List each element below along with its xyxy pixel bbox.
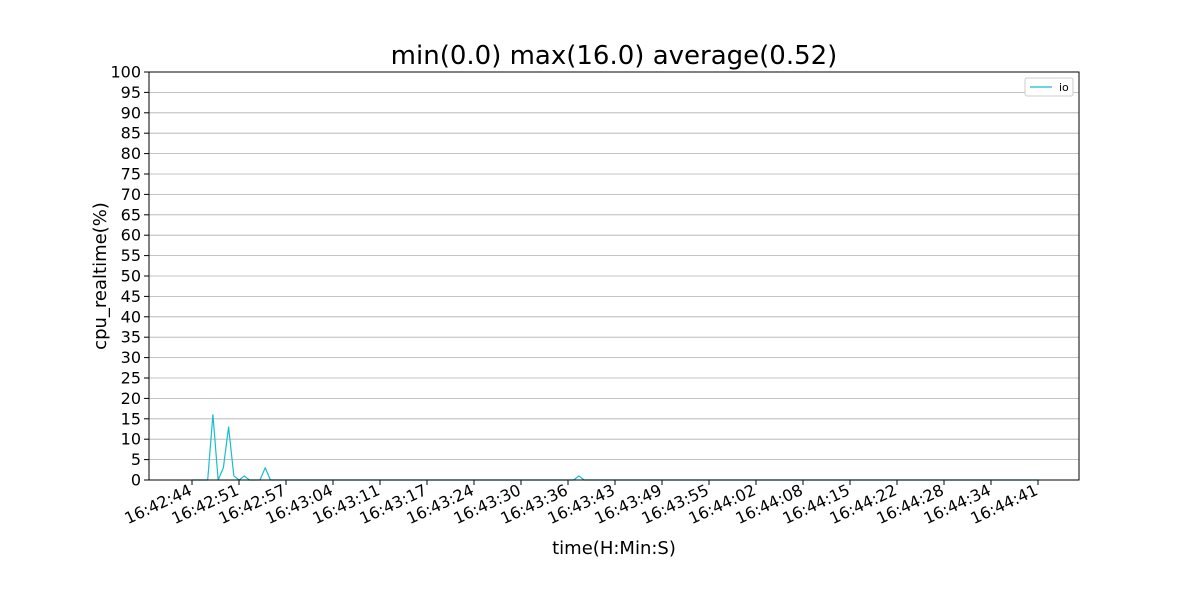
y-tick-label: 35 <box>121 328 141 347</box>
y-tick-label: 90 <box>121 103 141 122</box>
y-tick-label: 0 <box>131 471 141 490</box>
y-tick-label: 65 <box>121 205 141 224</box>
series-line-io <box>192 414 1039 481</box>
y-tick-label: 5 <box>131 450 141 469</box>
y-tick-label: 40 <box>121 307 141 326</box>
x-axis-ticks: 16:42:4416:42:5116:42:5716:43:0416:43:11… <box>122 480 1041 528</box>
y-tick-label: 10 <box>121 430 141 449</box>
y-tick-label: 15 <box>121 409 141 428</box>
legend: io <box>1024 77 1074 97</box>
chart-title: min(0.0) max(16.0) average(0.52) <box>391 41 838 71</box>
y-tick-label: 60 <box>121 226 141 245</box>
plot-area-frame <box>148 71 1080 481</box>
y-tick-label: 70 <box>121 185 141 204</box>
y-tick-label: 95 <box>121 83 141 102</box>
y-axis-label: cpu_realtime(%) <box>90 202 111 350</box>
y-tick-label: 55 <box>121 246 141 265</box>
legend-series-io-label: io <box>1059 81 1069 94</box>
series-layer <box>192 414 1039 481</box>
y-tick-label: 50 <box>121 267 141 286</box>
y-tick-label: 30 <box>121 348 141 367</box>
y-tick-label: 20 <box>121 389 141 408</box>
y-tick-label: 100 <box>110 63 141 82</box>
y-tick-label: 80 <box>121 144 141 163</box>
y-tick-label: 85 <box>121 124 141 143</box>
y-tick-label: 25 <box>121 369 141 388</box>
y-tick-label: 75 <box>121 165 141 184</box>
grid-lines <box>149 71 1079 481</box>
x-axis-label: time(H:Min:S) <box>552 538 676 559</box>
y-tick-label: 45 <box>121 287 141 306</box>
